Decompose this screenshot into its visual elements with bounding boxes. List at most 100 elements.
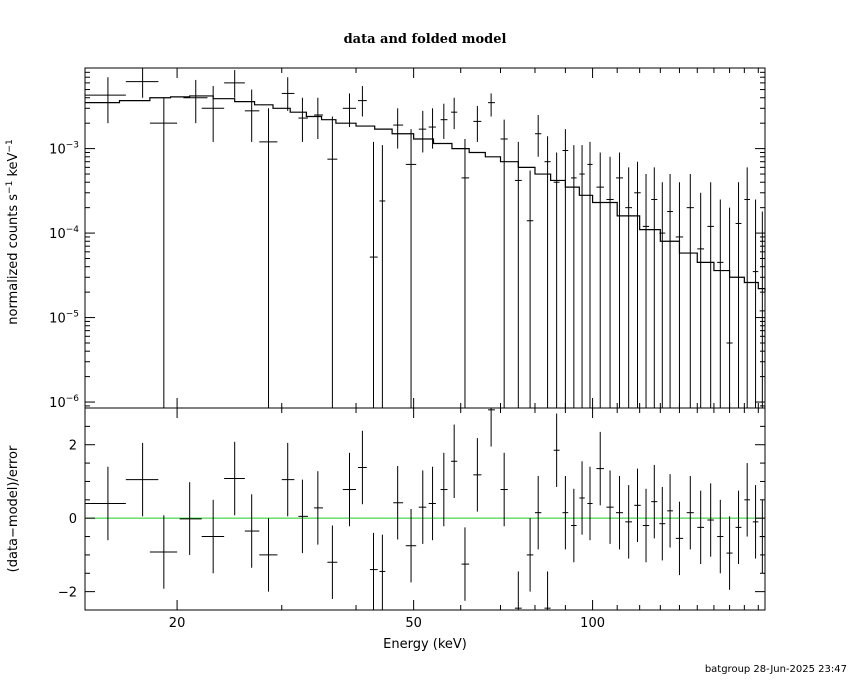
residual-point [379, 534, 386, 610]
ytick-exponent: −5 [66, 310, 79, 320]
data-point [514, 141, 522, 408]
bottom-ytick-labels: −2 0 2 [58, 439, 77, 601]
data-point [717, 199, 724, 408]
data-point [606, 156, 614, 408]
residual-point [606, 470, 614, 544]
residual-point [461, 527, 470, 601]
residual-point [514, 571, 522, 610]
top-ylabel-sup1: −1 [5, 181, 15, 194]
bottom-panel-frame [84, 407, 766, 611]
folded-model-series [85, 95, 766, 293]
residual-point [634, 468, 641, 543]
residual-point [717, 499, 724, 574]
top-axis-ticks [85, 68, 765, 408]
residual-point [596, 431, 604, 506]
residual-point [735, 490, 742, 565]
data-point [440, 103, 448, 139]
residual-points-series [85, 408, 765, 610]
top-ytick-labels: 10−310−410−510−6 [49, 141, 79, 411]
data-point [735, 182, 742, 408]
residual-point [201, 499, 225, 574]
data-point [553, 152, 560, 408]
residual-point [534, 475, 542, 550]
residual-point [579, 461, 585, 535]
ytick-mantissa: 10 [49, 312, 66, 327]
residual-point [451, 424, 458, 498]
data-point [224, 70, 245, 98]
residual-point [327, 525, 338, 599]
residual-point [85, 466, 126, 541]
data-point [451, 97, 458, 130]
residual-point [405, 509, 417, 583]
data-point [85, 77, 126, 124]
residual-point [616, 475, 623, 550]
data-point [562, 129, 569, 408]
ytick-mantissa: 10 [49, 396, 66, 411]
xtick-label: 50 [405, 616, 422, 631]
footer-stamp: batgroup 28-Jun-2025 23:47 [705, 664, 847, 675]
bottom-ylabel: (data−model)/error [6, 445, 21, 572]
residual-point [752, 485, 759, 559]
residual-point [553, 413, 560, 487]
residual-point [428, 466, 436, 541]
bottom-ytick-label: −2 [58, 586, 77, 601]
data-point [634, 161, 641, 408]
residual-point [726, 516, 733, 590]
residual-point [440, 452, 448, 527]
data-point [149, 97, 178, 408]
top-ytick-label: 10−4 [49, 225, 79, 242]
data-point [461, 138, 470, 408]
data-point [544, 136, 551, 408]
data-point [686, 174, 694, 408]
data-point [675, 182, 684, 408]
data-point [651, 167, 658, 408]
data-point [201, 86, 225, 142]
xtick-label: 100 [580, 616, 605, 631]
residual-point [571, 488, 577, 563]
data-point [500, 119, 508, 408]
ytick-mantissa: 10 [49, 143, 66, 158]
data-point [314, 97, 324, 139]
model-step-line [85, 95, 766, 293]
data-point [357, 86, 367, 117]
top-ylabel-main: normalized counts s [6, 194, 21, 325]
data-point [726, 207, 733, 408]
data-points-series [85, 68, 765, 408]
data-point [587, 141, 593, 408]
ytick-exponent: −4 [66, 225, 80, 235]
data-point [473, 105, 482, 142]
top-ylabel: normalized counts s−1 keV−1 [5, 139, 21, 324]
residual-point [125, 442, 159, 517]
residual-point [562, 475, 569, 550]
bottom-axis-ticks [85, 407, 765, 611]
data-point [244, 89, 260, 142]
residual-point [281, 442, 295, 517]
data-point [393, 108, 404, 149]
top-ylabel-sup2: −1 [5, 139, 15, 152]
data-point [327, 116, 338, 408]
residual-point [342, 452, 357, 527]
residual-point [675, 501, 684, 576]
data-point [418, 110, 427, 153]
residual-point [500, 452, 508, 527]
data-point [183, 79, 208, 124]
data-point [428, 108, 436, 149]
residual-point [259, 518, 278, 592]
data-point [534, 114, 542, 157]
top-ytick-label: 10−6 [49, 394, 79, 411]
data-point [759, 211, 765, 408]
data-point [281, 77, 295, 111]
residual-point [651, 464, 658, 539]
bottom-panel: −2 0 2 20 50 100 (data−model)/error Energy (… [6, 407, 766, 652]
residual-point [369, 532, 378, 610]
data-point [259, 108, 278, 408]
residual-point [642, 488, 650, 563]
residual-point [686, 475, 694, 550]
residual-point [314, 471, 324, 545]
residual-point [393, 466, 404, 540]
residual-point [759, 499, 765, 574]
top-panel: 10−310−410−510−6 normalized counts s−1 k… [5, 67, 766, 411]
bottom-ytick-label: 2 [69, 439, 77, 454]
residual-point [149, 515, 178, 589]
